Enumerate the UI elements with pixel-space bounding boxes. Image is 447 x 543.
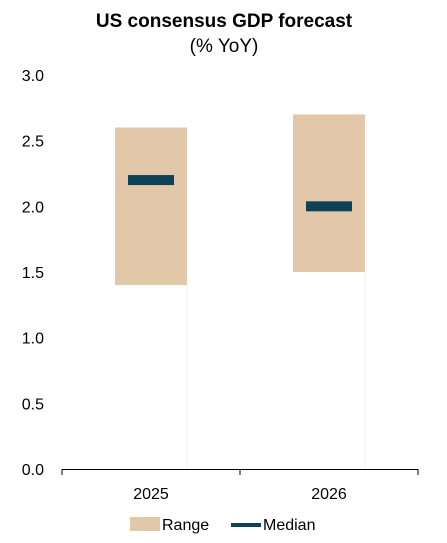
y-tick-label: 1.0 bbox=[22, 331, 44, 348]
range-bar-2025 bbox=[115, 127, 187, 286]
y-tick-label: 0.0 bbox=[22, 462, 44, 479]
legend-label-median: Median bbox=[263, 517, 315, 534]
x-tick-label-2025: 2025 bbox=[133, 486, 169, 503]
y-tick-label: 2.0 bbox=[22, 199, 44, 216]
y-tick-label: 2.5 bbox=[22, 134, 44, 151]
y-tick-label: 1.5 bbox=[22, 265, 44, 282]
x-axis: 2025 2026 bbox=[61, 469, 419, 503]
y-tick-label: 0.5 bbox=[22, 396, 44, 413]
legend-swatch-range bbox=[130, 517, 160, 531]
y-axis: 0.0 0.5 1.0 1.5 2.0 2.5 3.0 bbox=[22, 68, 44, 479]
range-bar-2026 bbox=[293, 114, 365, 273]
range-bars bbox=[115, 114, 366, 469]
chart-subtitle: (% YoY) bbox=[190, 36, 259, 57]
chart-title: US consensus GDP forecast bbox=[96, 11, 353, 32]
y-tick-label: 3.0 bbox=[22, 68, 44, 85]
legend: Range Median bbox=[130, 517, 315, 534]
median-markers bbox=[128, 175, 352, 212]
legend-label-range: Range bbox=[162, 517, 209, 534]
median-marker-2026 bbox=[306, 201, 352, 212]
legend-swatch-median bbox=[231, 523, 261, 527]
median-marker-2025 bbox=[128, 175, 174, 186]
x-tick-label-2026: 2026 bbox=[311, 486, 347, 503]
